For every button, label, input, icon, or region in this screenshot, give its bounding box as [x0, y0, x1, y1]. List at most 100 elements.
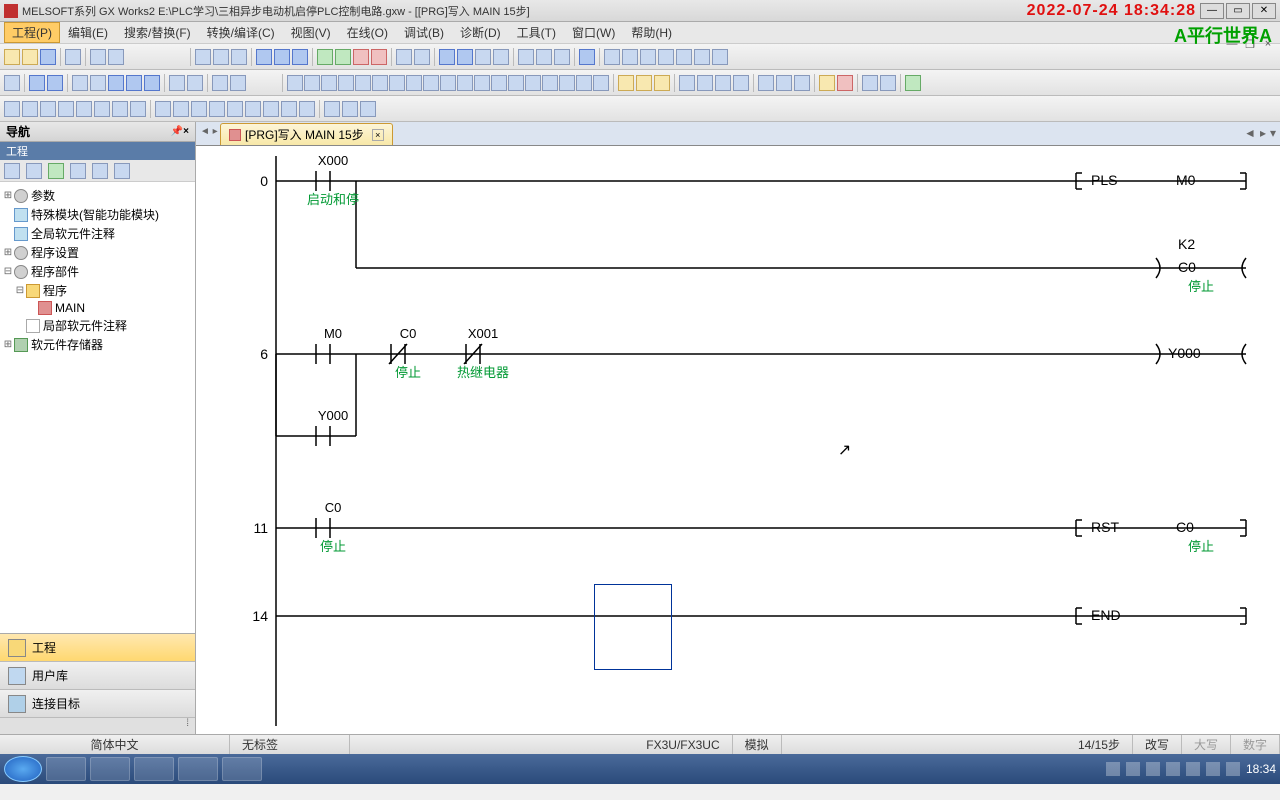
tb-icon[interactable] [169, 75, 185, 91]
ladder-f9[interactable] [389, 75, 405, 91]
taskbar-app[interactable] [178, 757, 218, 781]
ladder-f8[interactable] [372, 75, 388, 91]
tb-icon[interactable] [733, 75, 749, 91]
tb-icon[interactable] [880, 75, 896, 91]
ladder-cf9[interactable] [423, 75, 439, 91]
tb-icon[interactable] [622, 49, 638, 65]
tb-icon[interactable] [554, 49, 570, 65]
tb-icon[interactable] [636, 75, 652, 91]
nav-close-icon[interactable]: × [183, 126, 189, 137]
tb-icon[interactable] [256, 49, 272, 65]
zoom-icon[interactable] [212, 75, 228, 91]
tray-icon[interactable] [1206, 762, 1220, 776]
tb-icon[interactable] [579, 49, 595, 65]
ladder-sf8[interactable] [474, 75, 490, 91]
tb-icon[interactable] [604, 49, 620, 65]
tb-icon[interactable] [439, 49, 455, 65]
tray-icon[interactable] [1186, 762, 1200, 776]
menu-工程[interactable]: 工程(P) [4, 22, 60, 43]
ladder-af7[interactable] [491, 75, 507, 91]
maximize-button[interactable]: ▭ [1226, 3, 1250, 19]
tb-icon[interactable] [712, 49, 728, 65]
tb-icon[interactable] [281, 101, 297, 117]
ladder-diagram[interactable]: 0X000启动和停PLSM0K2C0停止6M0C0停止X001热继电器Y000Y… [196, 146, 1280, 734]
tb-icon[interactable] [679, 75, 695, 91]
tb-icon[interactable] [758, 75, 774, 91]
nav-tab-工程[interactable]: 工程 [0, 634, 195, 662]
tb-icon[interactable] [905, 75, 921, 91]
tree-node[interactable]: ⊟程序部件 [2, 262, 193, 281]
nav-tb-icon[interactable] [26, 163, 42, 179]
tb-icon[interactable] [794, 75, 810, 91]
print-icon[interactable] [65, 49, 81, 65]
ladder-af9[interactable] [593, 75, 609, 91]
tb-icon[interactable] [618, 75, 634, 91]
tb-icon[interactable] [335, 49, 351, 65]
nav-tab-用户库[interactable]: 用户库 [0, 662, 195, 690]
ladder-f7[interactable] [355, 75, 371, 91]
menu-诊断[interactable]: 诊断(D) [452, 22, 509, 43]
open-icon[interactable] [22, 49, 38, 65]
tb-icon[interactable] [324, 101, 340, 117]
tree-node[interactable]: ⊞程序设置 [2, 243, 193, 262]
ladder-caf10[interactable] [559, 75, 575, 91]
tb-icon[interactable] [144, 75, 160, 91]
tb-icon[interactable] [654, 75, 670, 91]
nav-tb-icon[interactable] [4, 163, 20, 179]
tb-icon[interactable] [536, 49, 552, 65]
tb-icon[interactable] [191, 101, 207, 117]
tb-icon[interactable] [173, 101, 189, 117]
tb-icon[interactable] [640, 49, 656, 65]
tb-icon[interactable] [274, 49, 290, 65]
ladder-caf5[interactable] [542, 75, 558, 91]
tb-icon[interactable] [457, 49, 473, 65]
tray-icon[interactable] [1126, 762, 1140, 776]
tb-icon[interactable] [112, 101, 128, 117]
tb-icon[interactable] [414, 49, 430, 65]
menu-在线[interactable]: 在线(O) [339, 22, 396, 43]
ladder-sf5[interactable] [304, 75, 320, 91]
tree-node[interactable]: 全局软元件注释 [2, 224, 193, 243]
taskbar-app[interactable] [46, 757, 86, 781]
tb-icon[interactable] [317, 49, 333, 65]
ladder-f5[interactable] [287, 75, 303, 91]
redo-icon[interactable] [108, 49, 124, 65]
ladder-sf9[interactable] [406, 75, 422, 91]
editor-tab[interactable]: [PRG]写入 MAIN 15步 × [220, 123, 393, 145]
menu-调试[interactable]: 调试(B) [396, 22, 452, 43]
menu-视图[interactable]: 视图(V) [283, 22, 339, 43]
nav-icon[interactable] [4, 75, 20, 91]
ladder-af5[interactable] [525, 75, 541, 91]
tb-icon[interactable] [227, 101, 243, 117]
tab-scroll-right-icon[interactable]: ▸ [1260, 126, 1266, 140]
tray-time[interactable]: 18:34 [1246, 762, 1276, 776]
cut-icon[interactable] [195, 49, 211, 65]
tb-icon[interactable] [697, 75, 713, 91]
tray-icon[interactable] [1146, 762, 1160, 776]
ladder-cf10[interactable] [440, 75, 456, 91]
tb-icon[interactable] [263, 101, 279, 117]
nav-tb-icon[interactable] [114, 163, 130, 179]
tb-icon[interactable] [676, 49, 692, 65]
taskbar-app[interactable] [222, 757, 262, 781]
tb-icon[interactable] [819, 75, 835, 91]
tb-icon[interactable] [292, 49, 308, 65]
tab-scroll-left-icon[interactable]: ◄ [1244, 126, 1256, 140]
tab-close-icon[interactable]: × [372, 129, 384, 141]
tb-icon[interactable] [371, 49, 387, 65]
tab-menu-icon[interactable]: ▾ [1270, 126, 1276, 140]
tree-node[interactable]: ⊞软元件存储器 [2, 335, 193, 354]
tb-icon[interactable] [126, 75, 142, 91]
taskbar-app[interactable] [90, 757, 130, 781]
tb-icon[interactable] [658, 49, 674, 65]
close-button[interactable]: ✕ [1252, 3, 1276, 19]
start-button[interactable] [4, 756, 42, 782]
tb-icon[interactable] [776, 75, 792, 91]
tray-icon[interactable] [1106, 762, 1120, 776]
nav-collapse[interactable]: ⁞ [0, 718, 195, 734]
tb-icon[interactable] [47, 75, 63, 91]
undo-icon[interactable] [90, 49, 106, 65]
menu-搜索/替换[interactable]: 搜索/替换(F) [116, 22, 199, 43]
tb-icon[interactable] [245, 101, 261, 117]
tb-icon[interactable] [209, 101, 225, 117]
